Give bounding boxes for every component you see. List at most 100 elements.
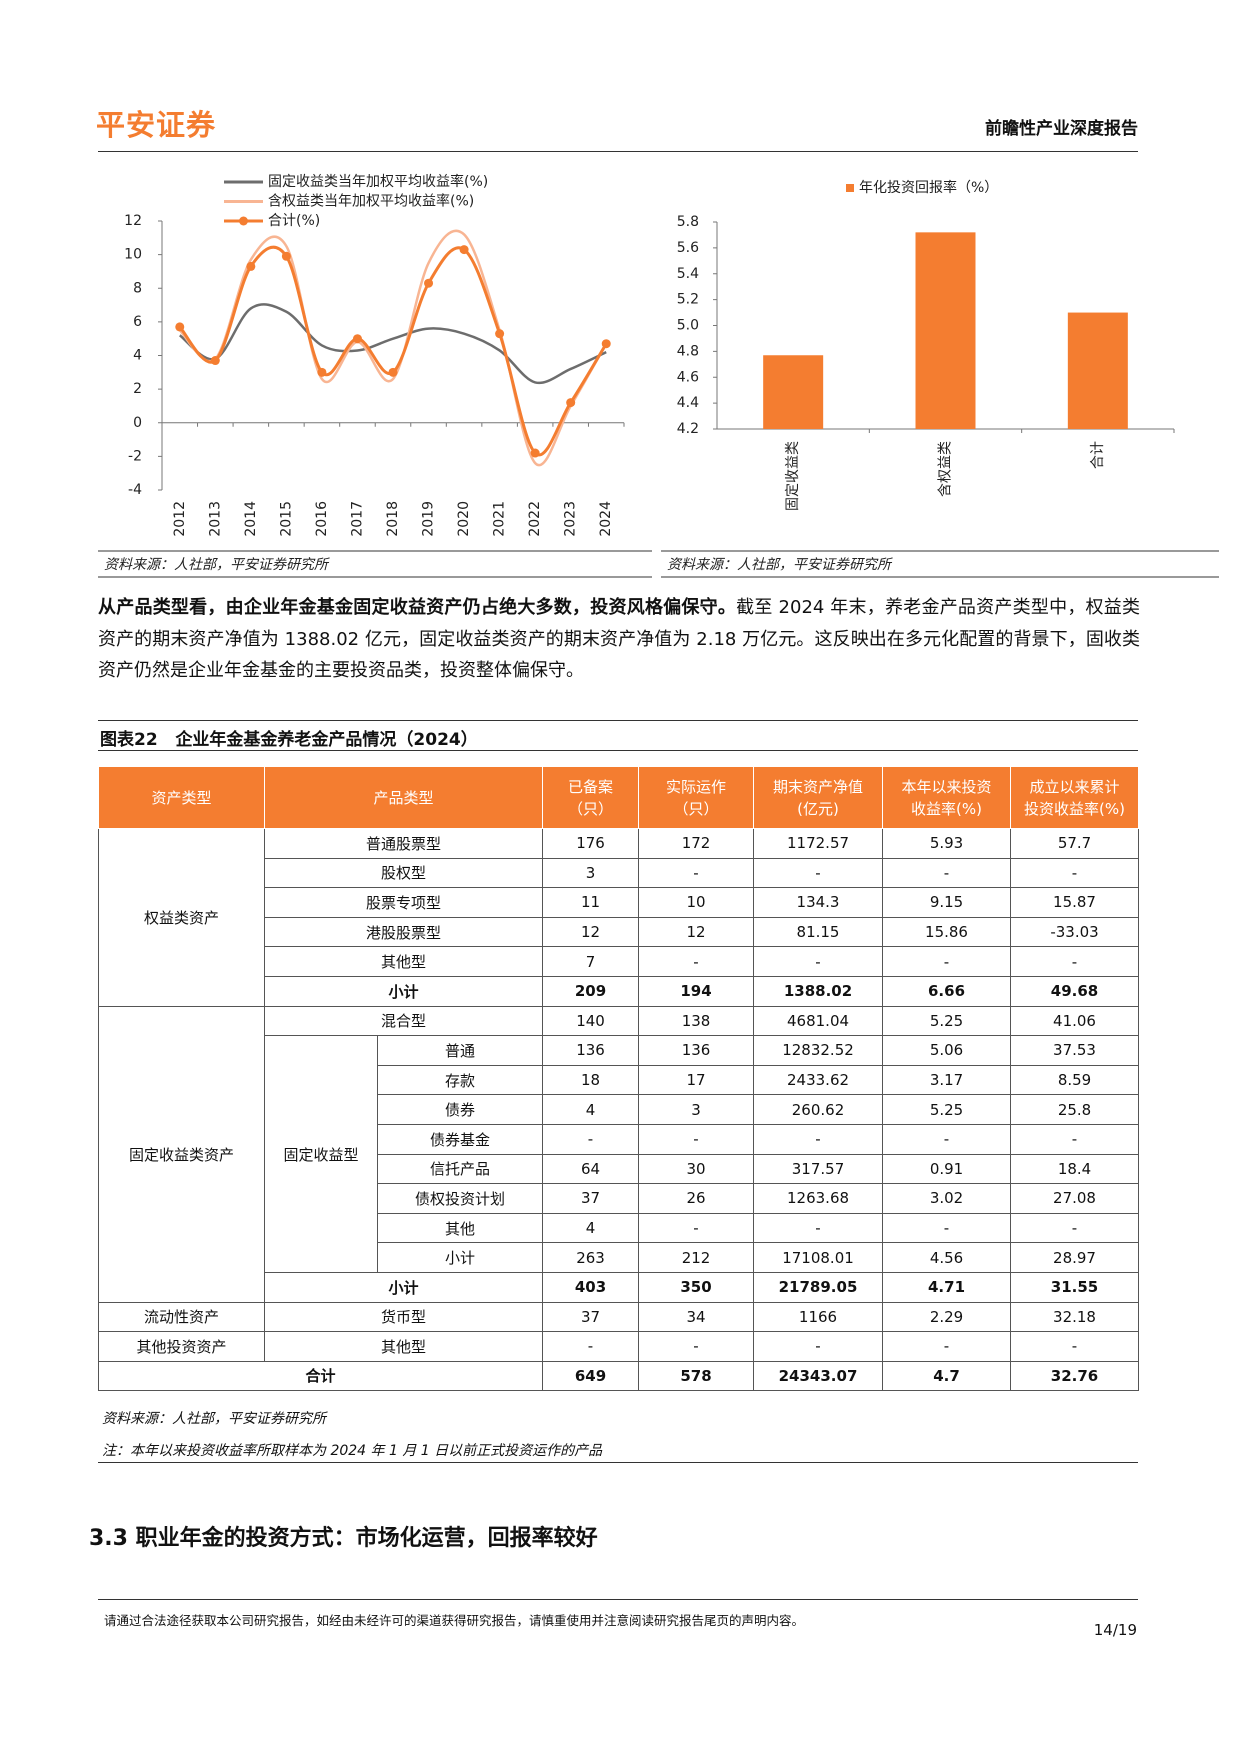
subproduct-cell: 债权投资计划 bbox=[376, 1183, 544, 1214]
point bbox=[175, 322, 185, 332]
y-tick-label: 4 bbox=[133, 348, 142, 364]
point bbox=[281, 251, 291, 261]
table-cell: - bbox=[638, 1123, 755, 1155]
table-cell: - bbox=[882, 1123, 1012, 1155]
table-cell: - bbox=[638, 1331, 755, 1362]
legend-swatch bbox=[846, 184, 854, 192]
header-rule bbox=[98, 151, 1138, 152]
x-tick-label: 2019 bbox=[421, 501, 437, 537]
asset-cell: 权益类资产 bbox=[98, 828, 265, 1007]
y-tick-label: 4.2 bbox=[677, 421, 699, 437]
table-cell: - bbox=[638, 857, 755, 889]
table-cell: 4681.04 bbox=[753, 1005, 884, 1037]
table-cell: 2433.62 bbox=[753, 1064, 884, 1096]
table-cell: 41.06 bbox=[1010, 1005, 1140, 1037]
table-cell: - bbox=[638, 1212, 755, 1244]
table-row: 债券基金 - - - - - bbox=[99, 1123, 1140, 1155]
footer-rule bbox=[98, 1599, 1138, 1600]
logo: 平安证券 bbox=[96, 108, 217, 142]
table-cell: 4 bbox=[542, 1212, 640, 1244]
bar bbox=[763, 355, 824, 429]
subproduct-cell: 存款 bbox=[376, 1064, 544, 1096]
section-number: 3.3 bbox=[89, 1526, 128, 1551]
paragraph-lead: 从产品类型看，由企业年金基金固定收益资产仍占绝大多数，投资风格偏保守。 bbox=[98, 597, 737, 618]
table-row: 流动性资产 货币型 37 34 1166 2.29 32.18 bbox=[98, 1301, 1140, 1333]
table-cell: - bbox=[542, 1123, 640, 1155]
table-cell: 134.3 bbox=[753, 887, 884, 918]
y-tick-label: 2 bbox=[133, 381, 142, 397]
legend-label: 固定收益类当年加权平均收益率(%) bbox=[268, 173, 488, 190]
header-text: 期末资产净值 bbox=[773, 777, 864, 796]
table-cell: 26 bbox=[638, 1183, 755, 1214]
table-cell: - bbox=[1010, 1331, 1140, 1362]
subtotal-label: 小计 bbox=[263, 975, 544, 1007]
y-tick-label: 4.4 bbox=[677, 395, 699, 411]
y-tick-label: 5.8 bbox=[677, 214, 699, 230]
series-line bbox=[178, 245, 608, 457]
header-cell: 资产类型 bbox=[98, 766, 265, 829]
point bbox=[317, 367, 327, 377]
table-cell: 194 bbox=[638, 975, 755, 1007]
table-cell: 7 bbox=[542, 946, 640, 977]
y-tick-label: 5.0 bbox=[677, 318, 699, 334]
table-cell: 263 bbox=[542, 1242, 640, 1273]
table-cell: 9.15 bbox=[882, 887, 1012, 918]
table-cell: 31.55 bbox=[1010, 1271, 1140, 1303]
table-cell: 3.02 bbox=[882, 1183, 1012, 1214]
table-cell: 176 bbox=[542, 828, 640, 859]
legend-label: 年化投资回报率（%） bbox=[859, 179, 998, 196]
header-cell: 已备案 （只） bbox=[542, 766, 640, 829]
x-tick-label: 2024 bbox=[598, 501, 614, 537]
total-label: 合计 bbox=[97, 1360, 544, 1392]
table-cell: 5.93 bbox=[882, 828, 1012, 859]
table-cell: 1166 bbox=[753, 1301, 884, 1333]
table-cell: 10 bbox=[638, 887, 755, 918]
asset-cell: 其他投资资产 bbox=[98, 1331, 265, 1362]
table-cell: 27.08 bbox=[1010, 1183, 1140, 1214]
table-row: 债券 4 3 260.62 5.25 25.8 bbox=[99, 1094, 1140, 1125]
table-cell: - bbox=[882, 1331, 1012, 1362]
subproduct-cell: 普通 bbox=[376, 1035, 544, 1066]
legend-label: 含权益类当年加权平均收益率(%) bbox=[268, 193, 474, 210]
table-cell: 5.25 bbox=[882, 1005, 1012, 1037]
table-cell: 49.68 bbox=[1010, 975, 1140, 1007]
table-row: 固定收益类资产 混合型 140 138 4681.04 5.25 41.06 bbox=[98, 1005, 1140, 1303]
table-cell: 136 bbox=[638, 1035, 755, 1066]
table-cell: 136 bbox=[542, 1035, 640, 1066]
point bbox=[495, 329, 505, 339]
x-tick-label: 2023 bbox=[563, 501, 579, 537]
y-tick-label: 4.8 bbox=[677, 343, 699, 359]
table-cell: 350 bbox=[638, 1271, 755, 1303]
table-cell: - bbox=[753, 1123, 884, 1155]
table-cell: 4.56 bbox=[882, 1242, 1012, 1273]
table-cell: - bbox=[882, 857, 1012, 889]
table-row: 小计 263 212 17108.01 4.56 28.97 bbox=[99, 1242, 1140, 1273]
point bbox=[601, 339, 611, 349]
x-tick-label: 2016 bbox=[314, 501, 330, 537]
table-cell: - bbox=[753, 1212, 884, 1244]
header-text: 资产类型 bbox=[151, 788, 212, 807]
subproduct-cell: 其他 bbox=[376, 1212, 544, 1244]
table-cell: 32.18 bbox=[1010, 1301, 1140, 1333]
product-cell: 港股股票型 bbox=[263, 916, 544, 948]
x-tick-label: 2020 bbox=[456, 501, 472, 537]
header-cell: 本年以来投资 收益率(%) bbox=[882, 766, 1012, 829]
table-cell: - bbox=[1010, 946, 1140, 977]
table-cell: 578 bbox=[638, 1360, 755, 1392]
paragraph: 从产品类型看，由企业年金基金固定收益资产仍占绝大多数，投资风格偏保守。截至 20… bbox=[98, 592, 1140, 687]
table-cell: 64 bbox=[542, 1153, 640, 1185]
table-cell: 8.59 bbox=[1010, 1064, 1140, 1096]
header-text: 产品类型 bbox=[373, 788, 434, 807]
x-tick-label: 2012 bbox=[172, 501, 188, 537]
table-source: 资料来源：人社部，平安证券研究所 bbox=[102, 1411, 326, 1427]
table-row: 股权型 3- - - - bbox=[99, 857, 1140, 889]
table: 资产类型 产品类型 已备案 （只） 实际运作 （只） 期末资产净值 (亿元) 本年以来投资 收益率… bbox=[97, 766, 1140, 1392]
table-cell: 12 bbox=[638, 916, 755, 948]
notes-rule bbox=[98, 1462, 1138, 1463]
asset-cell: 固定收益类资产 bbox=[98, 1005, 265, 1303]
header-row: 资产类型 产品类型 已备案 （只） 实际运作 （只） 期末资产净值 (亿元) 本年以来投资 收益率… bbox=[98, 766, 1140, 829]
table-title: 企业年金基金养老金产品情况（2024） bbox=[175, 730, 478, 750]
point bbox=[352, 334, 362, 344]
header-text: 已备案 bbox=[568, 777, 614, 796]
table-cell: - bbox=[542, 1331, 640, 1362]
